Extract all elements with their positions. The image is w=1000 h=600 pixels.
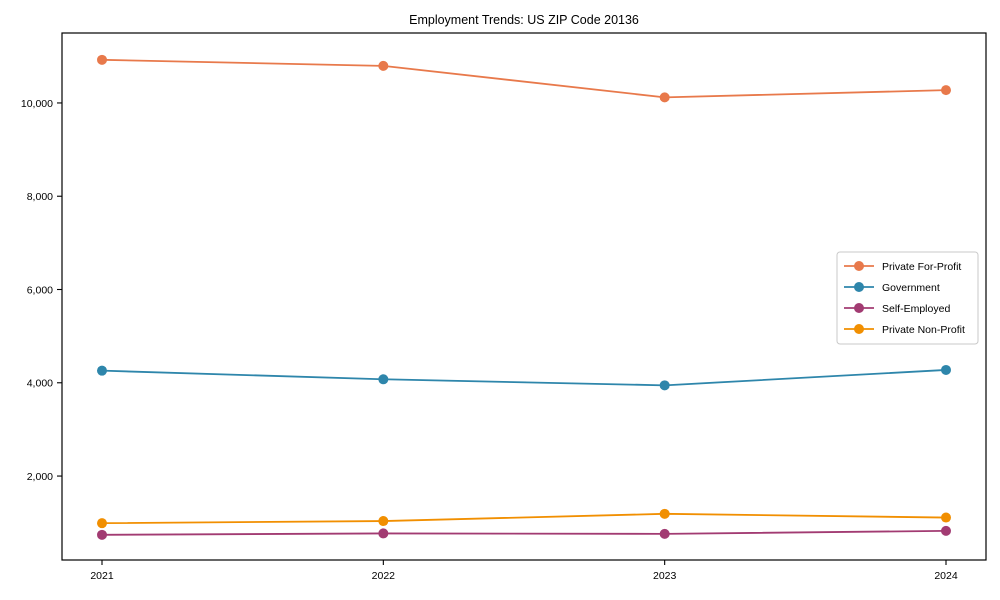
legend-marker xyxy=(854,303,864,313)
data-point-private-non-profit xyxy=(659,508,670,519)
legend-label: Self-Employed xyxy=(882,303,950,315)
y-tick-label: 8,000 xyxy=(27,191,53,203)
legend-box xyxy=(836,251,979,345)
data-point-private-for-profit xyxy=(378,60,389,71)
data-point-self-employed xyxy=(97,529,107,540)
data-point-government xyxy=(378,374,389,385)
y-tick-label: 2,000 xyxy=(27,471,53,483)
legend-label: Private Non-Profit xyxy=(882,324,965,336)
legend-label: Government xyxy=(882,282,940,294)
y-tick-label: 6,000 xyxy=(27,284,53,296)
chart-title: Employment Trends: US ZIP Code 20136 xyxy=(409,13,639,27)
data-point-government xyxy=(659,380,670,391)
x-tick-label: 2023 xyxy=(653,570,677,582)
legend-label: Private For-Profit xyxy=(882,261,961,273)
x-tick-label: 2024 xyxy=(934,570,958,582)
data-point-government xyxy=(97,365,107,376)
data-point-government xyxy=(941,364,951,375)
data-point-self-employed xyxy=(659,528,670,539)
y-tick-label: 10,000 xyxy=(21,98,53,110)
series-line-private-for-profit xyxy=(101,58,947,99)
legend-marker xyxy=(854,261,864,271)
legend-marker xyxy=(854,324,864,334)
data-point-private-for-profit xyxy=(659,92,670,103)
legend-marker xyxy=(854,282,864,292)
y-tick-label: 4,000 xyxy=(27,378,53,390)
data-point-private-for-profit xyxy=(97,54,107,65)
data-point-private-non-profit xyxy=(97,518,107,529)
series-line-self-employed xyxy=(101,529,947,536)
data-point-private-for-profit xyxy=(941,85,951,96)
series-line-government xyxy=(101,369,947,387)
x-tick-label: 2022 xyxy=(372,570,396,582)
plot-frame xyxy=(61,32,987,561)
x-tick-label: 2021 xyxy=(90,570,114,582)
data-point-private-non-profit xyxy=(941,512,951,523)
series-line-private-non-profit xyxy=(101,512,947,525)
data-point-private-non-profit xyxy=(378,516,389,527)
data-point-self-employed xyxy=(941,525,951,536)
data-point-self-employed xyxy=(378,528,389,539)
